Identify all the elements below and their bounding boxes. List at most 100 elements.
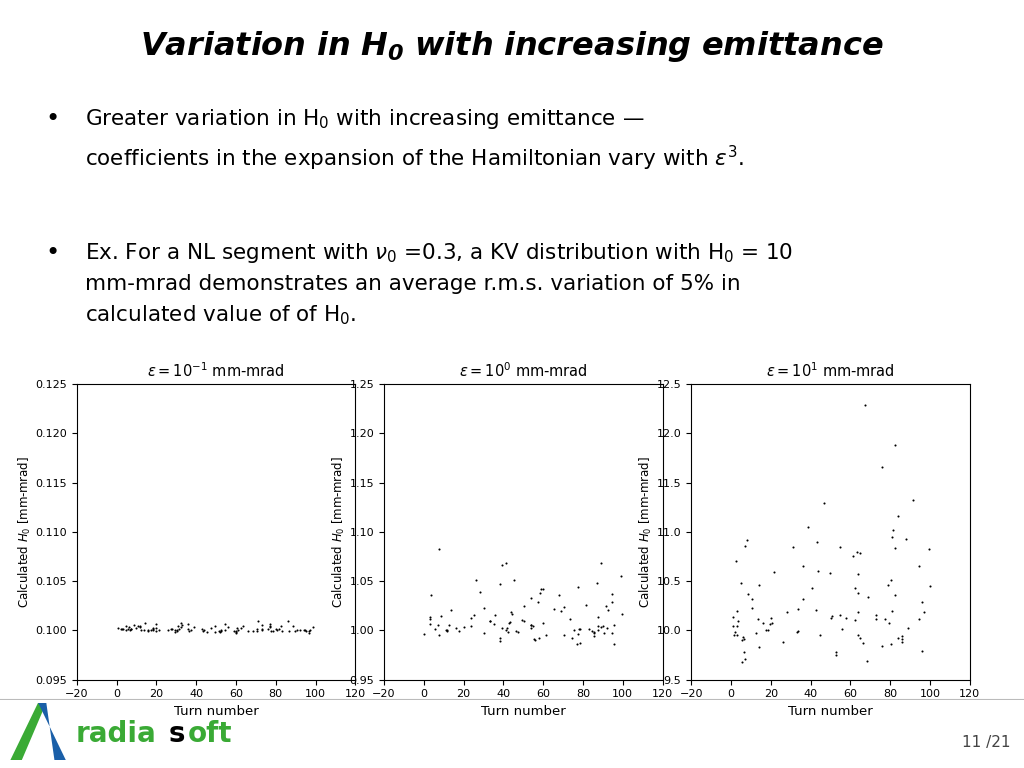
- Point: [834, 623, 850, 635]
- Point: [868, 613, 885, 625]
- Point: [775, 635, 792, 647]
- Point: [582, 623, 598, 635]
- Point: [779, 606, 796, 618]
- Point: [170, 623, 186, 635]
- Point: [429, 619, 445, 631]
- Point: [212, 626, 228, 638]
- Point: [790, 603, 806, 615]
- Point: [493, 635, 509, 647]
- Point: [808, 535, 824, 548]
- Point: [727, 626, 743, 638]
- Point: [113, 624, 129, 636]
- Point: [570, 624, 587, 636]
- Point: [852, 547, 868, 559]
- Point: [733, 657, 750, 669]
- Point: [281, 615, 297, 627]
- Point: [116, 623, 132, 635]
- Point: [887, 439, 903, 452]
- Point: [285, 620, 301, 632]
- Point: [476, 601, 493, 614]
- Point: [118, 620, 134, 632]
- Point: [123, 623, 139, 635]
- Point: [860, 591, 877, 603]
- Point: [762, 617, 778, 630]
- Point: [850, 605, 866, 617]
- Point: [795, 561, 811, 573]
- Point: [170, 620, 186, 632]
- Point: [890, 632, 906, 644]
- Point: [523, 619, 540, 631]
- Point: [589, 577, 605, 589]
- Point: [245, 624, 261, 637]
- Point: [827, 649, 844, 661]
- Point: [604, 627, 621, 639]
- Point: [262, 618, 279, 631]
- Point: [569, 628, 586, 641]
- Point: [522, 591, 539, 604]
- Point: [530, 631, 547, 644]
- Point: [529, 596, 546, 608]
- Point: [604, 596, 621, 608]
- X-axis label: Turn number: Turn number: [481, 705, 565, 718]
- Point: [297, 624, 313, 637]
- Point: [228, 625, 245, 637]
- Point: [481, 615, 498, 627]
- Point: [492, 632, 508, 644]
- Point: [733, 578, 750, 590]
- Point: [292, 624, 308, 636]
- Point: [538, 629, 554, 641]
- Point: [729, 629, 745, 641]
- Point: [890, 511, 906, 523]
- Point: [562, 612, 579, 624]
- Point: [586, 630, 602, 642]
- Point: [894, 636, 910, 648]
- Point: [163, 623, 179, 635]
- Point: [515, 615, 531, 627]
- Point: [120, 623, 136, 635]
- Point: [441, 618, 458, 631]
- Text: •: •: [45, 241, 59, 265]
- Point: [736, 653, 753, 665]
- Point: [735, 633, 752, 645]
- Point: [831, 541, 848, 553]
- Point: [596, 627, 612, 639]
- X-axis label: Turn number: Turn number: [788, 705, 872, 718]
- Point: [730, 614, 746, 627]
- Point: [199, 626, 215, 638]
- Point: [751, 579, 767, 591]
- Point: [456, 621, 472, 633]
- Point: [873, 641, 890, 653]
- Point: [126, 619, 142, 631]
- Point: [475, 627, 492, 640]
- Point: [451, 624, 467, 637]
- Point: [139, 624, 156, 636]
- Point: [553, 605, 569, 617]
- Point: [898, 532, 914, 545]
- Point: [438, 624, 455, 636]
- Point: [164, 623, 180, 635]
- Point: [250, 615, 266, 627]
- Polygon shape: [23, 730, 54, 760]
- Point: [796, 593, 812, 605]
- Point: [899, 621, 915, 634]
- Point: [894, 633, 910, 645]
- Point: [752, 641, 768, 654]
- Point: [915, 606, 932, 618]
- Point: [463, 612, 479, 624]
- Point: [571, 623, 588, 635]
- Point: [913, 596, 930, 608]
- Point: [595, 621, 611, 633]
- Point: [569, 581, 586, 593]
- Point: [566, 624, 583, 637]
- Point: [236, 621, 252, 633]
- Point: [758, 624, 774, 636]
- Point: [590, 620, 606, 632]
- Point: [525, 633, 542, 645]
- Point: [269, 624, 286, 637]
- Point: [264, 624, 281, 637]
- Point: [422, 614, 438, 626]
- Point: [481, 614, 498, 627]
- Point: [881, 617, 897, 629]
- Point: [857, 399, 873, 412]
- Point: [728, 555, 744, 568]
